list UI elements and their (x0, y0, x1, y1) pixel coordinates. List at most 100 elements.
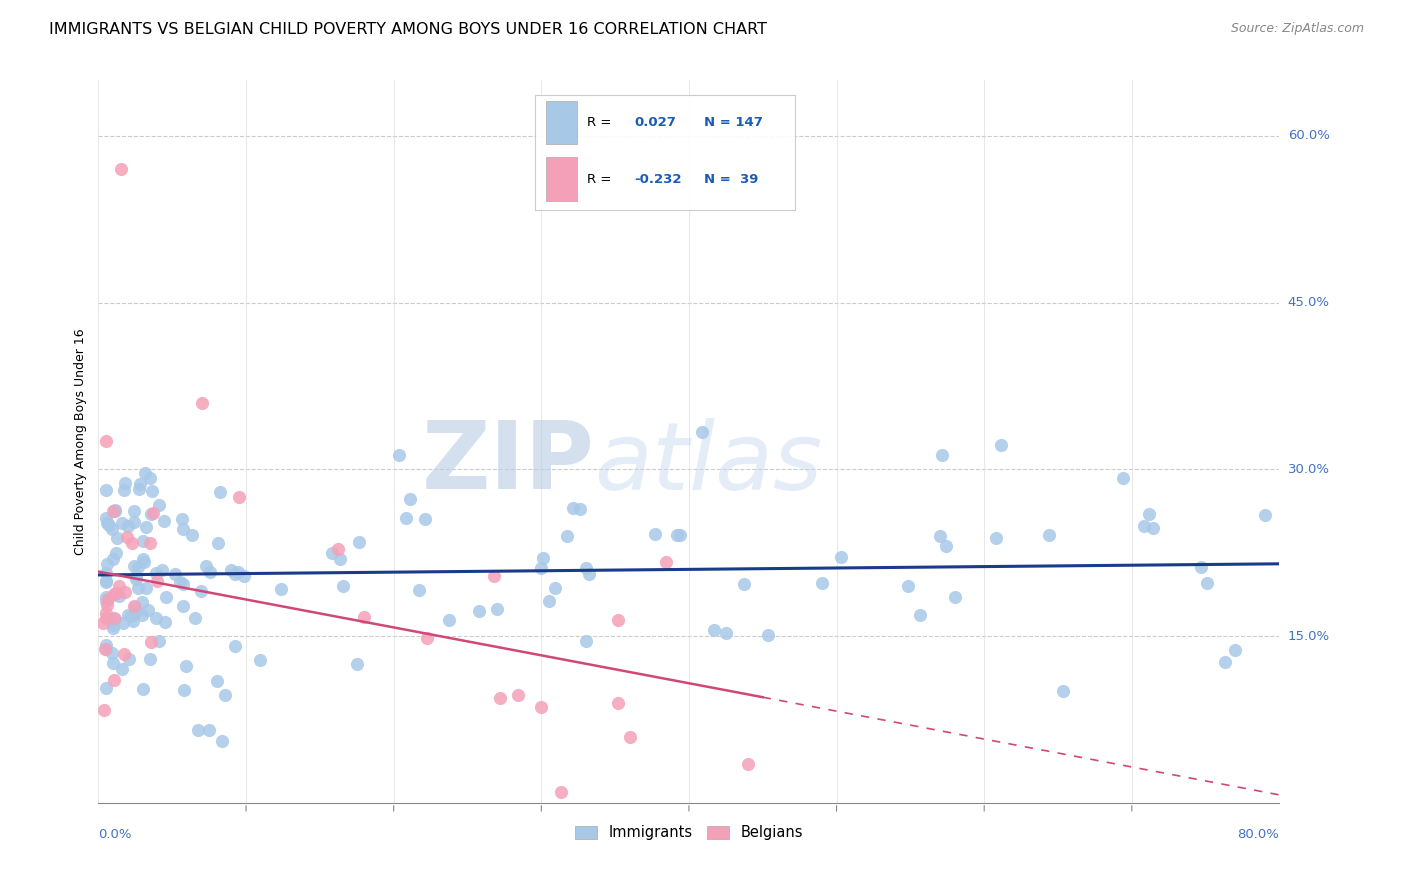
Point (152, 563, 174, 577)
Point (124, 599, 146, 614)
Point (211, 734, 233, 748)
Point (482, 569, 505, 583)
Point (103, 504, 125, 518)
Point (209, 484, 232, 499)
Point (197, 723, 219, 738)
Point (93, 642, 115, 657)
Point (692, 425, 714, 439)
Point (644, 527, 666, 541)
Point (395, 510, 418, 524)
Text: 80.0%: 80.0% (1237, 828, 1279, 841)
Point (101, 622, 124, 636)
Point (94, 483, 117, 498)
Point (398, 492, 420, 507)
Point (1223, 642, 1246, 657)
Point (139, 635, 162, 649)
Point (139, 652, 162, 666)
Point (124, 599, 146, 614)
Point (228, 565, 250, 579)
Point (170, 512, 193, 526)
Point (91, 616, 114, 631)
Point (607, 696, 630, 710)
Point (96, 557, 118, 571)
Point (142, 506, 165, 520)
Point (508, 689, 530, 703)
Point (98, 518, 121, 533)
Point (124, 559, 146, 574)
Point (332, 579, 354, 593)
Point (1133, 519, 1156, 533)
Point (180, 528, 202, 542)
Point (104, 502, 127, 516)
Point (117, 530, 139, 544)
Text: atlas: atlas (595, 417, 823, 508)
Point (96, 639, 118, 653)
Point (96, 516, 118, 530)
Point (544, 581, 567, 595)
Point (669, 528, 692, 542)
Point (96, 611, 118, 625)
Point (94, 566, 117, 580)
Point (110, 162, 132, 177)
Point (108, 578, 131, 592)
Point (93, 702, 115, 716)
Point (103, 673, 125, 687)
Point (94, 642, 117, 657)
Point (530, 561, 553, 575)
Point (347, 534, 370, 549)
Point (172, 599, 194, 614)
Point (321, 545, 343, 559)
Point (249, 653, 271, 667)
Point (1139, 507, 1161, 521)
Point (108, 589, 131, 603)
Point (111, 516, 134, 530)
Point (132, 682, 155, 697)
Point (228, 491, 250, 505)
Point (219, 563, 242, 577)
Point (163, 566, 186, 581)
Point (530, 700, 553, 714)
Point (232, 569, 254, 583)
Point (191, 395, 214, 409)
Point (198, 565, 221, 579)
Point (131, 595, 153, 609)
Point (654, 555, 676, 569)
Point (148, 633, 170, 648)
Point (107, 531, 129, 545)
Point (537, 593, 560, 607)
Point (127, 582, 149, 596)
Point (1254, 508, 1277, 522)
Point (172, 522, 194, 536)
Point (388, 448, 411, 462)
Point (112, 647, 135, 661)
Point (94, 574, 117, 588)
Point (127, 560, 149, 574)
Point (111, 661, 134, 675)
Point (986, 531, 1008, 545)
Point (145, 574, 167, 588)
Point (619, 730, 641, 744)
Point (131, 607, 153, 622)
Point (117, 607, 139, 622)
Point (145, 566, 167, 580)
Point (1213, 655, 1236, 669)
Point (132, 552, 155, 566)
Point (270, 582, 292, 597)
Point (139, 471, 162, 485)
Point (112, 615, 135, 630)
Point (94, 606, 117, 620)
Point (575, 634, 598, 648)
Point (148, 498, 170, 512)
Point (120, 609, 142, 624)
Point (100, 646, 122, 660)
Point (1052, 684, 1074, 698)
Point (141, 483, 163, 498)
Point (578, 566, 600, 581)
Point (830, 550, 852, 565)
Legend: Immigrants, Belgians: Immigrants, Belgians (569, 820, 808, 847)
Point (103, 618, 125, 632)
Point (112, 483, 135, 497)
Point (132, 534, 155, 549)
Point (897, 579, 920, 593)
Point (665, 528, 688, 542)
